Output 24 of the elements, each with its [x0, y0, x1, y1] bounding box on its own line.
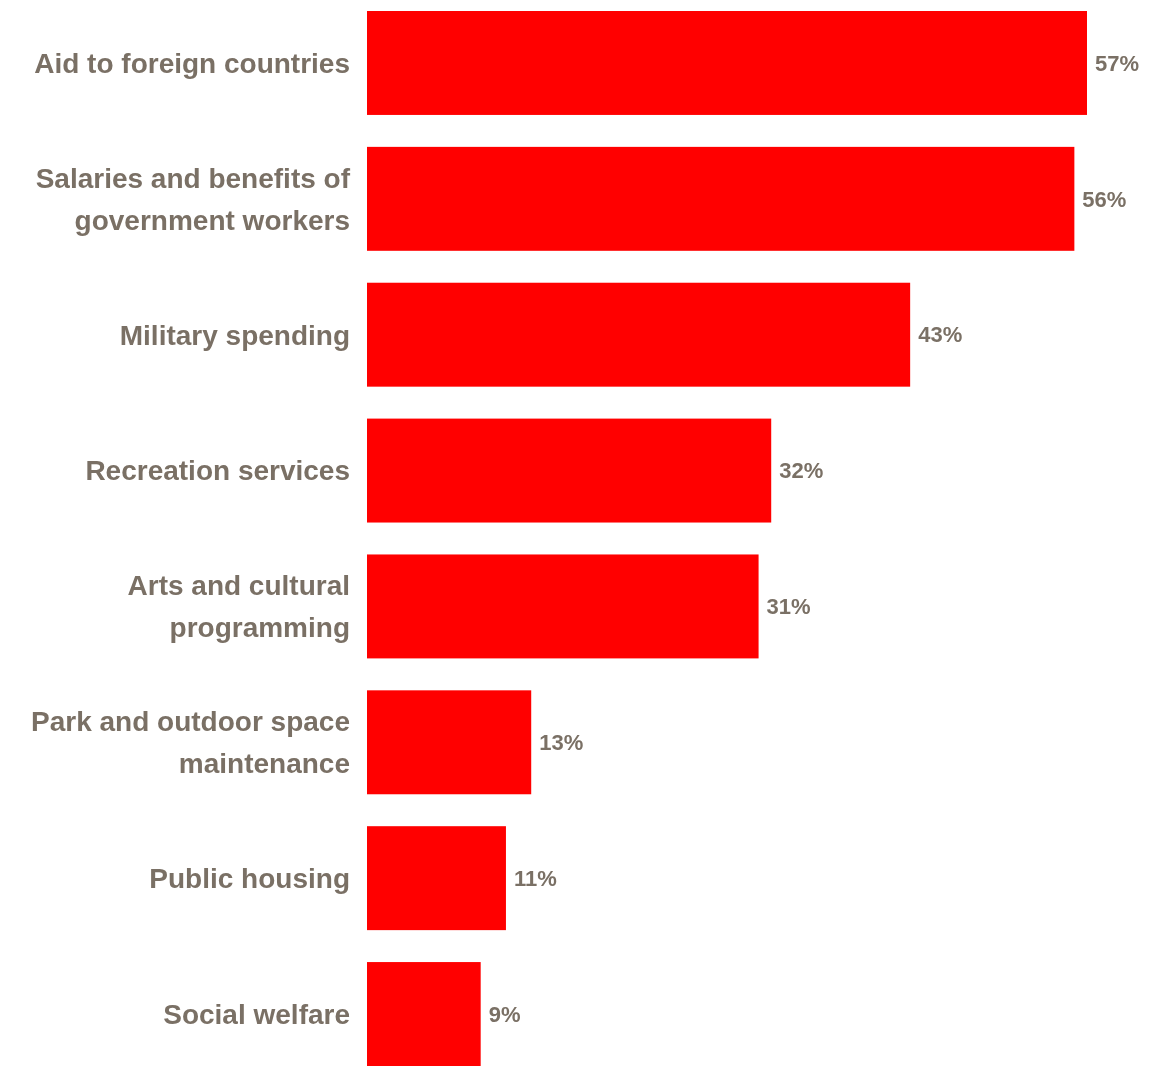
bar	[367, 962, 481, 1066]
bar	[367, 146, 1075, 251]
data-label: 32%	[779, 458, 824, 484]
bar	[367, 11, 1087, 115]
y-tick-label: Military spending	[119, 319, 350, 351]
y-tick-label: Aid to foreign countries	[34, 47, 350, 79]
data-label: 56%	[1082, 186, 1127, 212]
y-tick-label: Recreation services	[85, 455, 350, 487]
data-label: 43%	[918, 322, 963, 348]
y-tick-label: Social welfare	[163, 998, 350, 1030]
bar	[367, 690, 532, 795]
y-tick-label: Arts and cultural programming	[127, 570, 350, 644]
bar	[367, 282, 911, 387]
y-tick-label: Public housing	[149, 862, 350, 894]
bar	[367, 826, 506, 931]
y-tick-label: Salaries and benefits of government workers	[35, 162, 351, 236]
data-label: 11%	[513, 865, 557, 891]
data-label: 31%	[766, 594, 811, 620]
data-label: 9%	[488, 1001, 521, 1027]
data-label: 57%	[1095, 50, 1140, 76]
bar	[367, 418, 772, 523]
bar	[367, 554, 759, 659]
y-tick-label: Park and outdoor space maintenance	[31, 706, 350, 780]
data-label: 13%	[539, 730, 584, 755]
